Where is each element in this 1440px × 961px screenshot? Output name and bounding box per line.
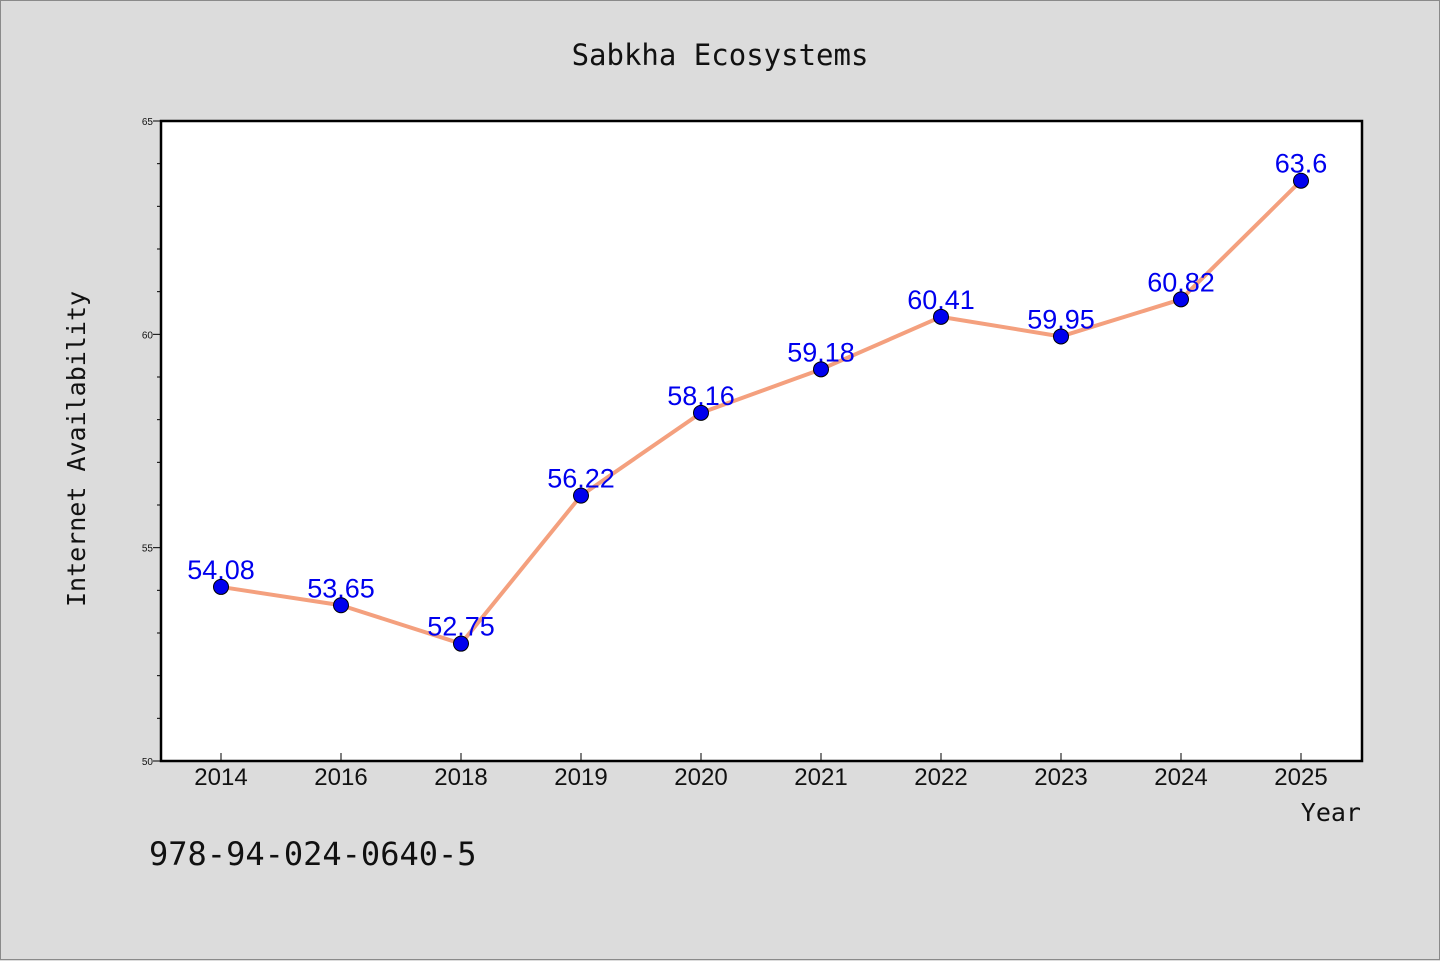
series-line	[220, 179, 1303, 646]
series-layer: 54.08 53.65 52.75 56.22 58.16 59.18 60.41 59.95…	[187, 149, 1328, 652]
data-label: 52.75	[427, 612, 495, 642]
data-label: 58.16	[667, 381, 735, 411]
x-tick-label: 2025	[1274, 764, 1327, 791]
x-tick-label: 2024	[1154, 764, 1207, 791]
data-point	[1173, 291, 1189, 308]
y-tick-label: 65	[142, 117, 154, 128]
data-point	[933, 308, 949, 325]
data-point	[453, 635, 469, 652]
data-label: 59.95	[1027, 304, 1095, 334]
plot-area	[159, 119, 1364, 763]
data-point	[1293, 172, 1309, 189]
x-tick-label: 2020	[674, 764, 727, 791]
data-point	[1053, 328, 1069, 345]
data-point	[693, 404, 709, 421]
x-tick-label: 2014	[194, 764, 247, 791]
x-tick-label: 2016	[314, 764, 367, 791]
chart-title: Sabkha Ecosystems	[572, 38, 869, 72]
data-point	[213, 578, 229, 595]
data-label: 54.08	[187, 555, 255, 585]
data-label: 60.82	[1147, 267, 1215, 297]
data-point	[333, 597, 349, 614]
x-tick-label: 2021	[794, 764, 847, 791]
y-axis-label: Internet Availability	[62, 291, 91, 607]
data-label: 60.41	[907, 285, 975, 315]
x-tick-label: 2018	[434, 764, 487, 791]
x-tick-label: 2023	[1034, 764, 1087, 791]
data-label: 53.65	[307, 573, 375, 603]
y-tick-label: 55	[142, 544, 154, 555]
y-tick-label: 60	[142, 330, 154, 341]
x-axis-label: Year	[1301, 798, 1361, 827]
data-label: 63.6	[1275, 149, 1328, 179]
data-label: 56.22	[547, 464, 615, 494]
footer-isbn: 978-94-024-0640-5	[149, 835, 477, 873]
y-axis: 50 55 60 65	[142, 117, 161, 768]
y-tick-label: 50	[142, 757, 154, 768]
x-tick-label: 2022	[914, 764, 967, 791]
data-point	[573, 487, 589, 504]
x-axis: 2014 2016 2018 2019 2020 2021 2022 2023 2024 2025	[194, 753, 1328, 791]
data-label: 59.18	[787, 337, 855, 367]
x-tick-label: 2019	[554, 764, 607, 791]
data-point	[813, 361, 829, 378]
